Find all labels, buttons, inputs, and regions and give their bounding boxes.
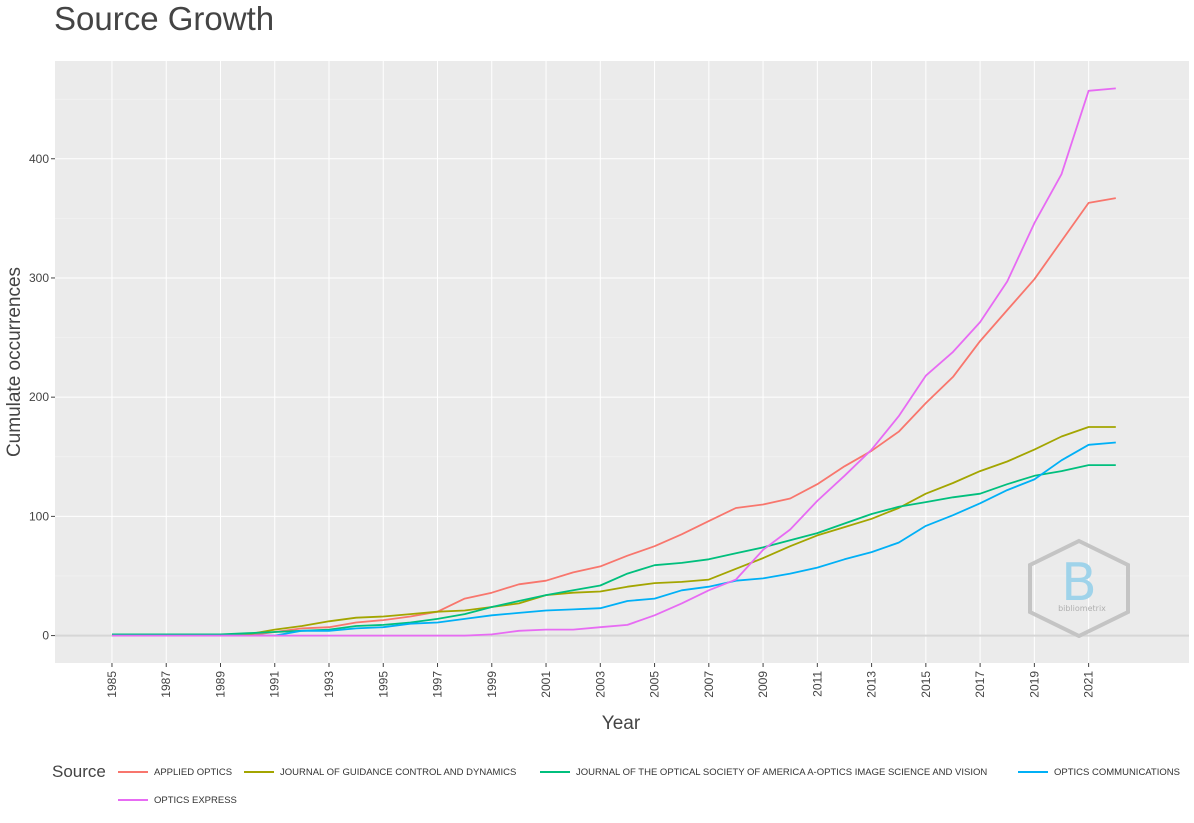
x-tick-label: 1995: [376, 671, 390, 698]
x-tick-label: 2019: [1027, 671, 1041, 698]
y-axis-ticks: 0 100 200 300 400: [29, 152, 55, 643]
series-lines: [112, 87, 1116, 637]
series-line-1: [112, 426, 1116, 637]
x-tick-label: 2003: [593, 671, 607, 698]
x-tick-label: 2005: [648, 671, 662, 698]
legend-swatch: [118, 771, 148, 773]
y-tick-label: 200: [29, 390, 49, 404]
legend-title: Source: [52, 762, 106, 781]
svg-text:B: B: [1061, 553, 1097, 613]
series-line-4: [112, 87, 1116, 637]
legend-label: OPTICS EXPRESS: [154, 794, 237, 806]
y-tick-label: 300: [29, 271, 49, 285]
legend-label: OPTICS COMMUNICATIONS: [1054, 766, 1180, 778]
x-tick-label: 2011: [810, 671, 824, 697]
x-tick-label: 1993: [322, 671, 336, 698]
legend-item-josa-a[interactable]: JOURNAL OF THE OPTICAL SOCIETY OF AMERIC…: [540, 762, 987, 782]
x-tick-label: 1987: [159, 671, 173, 698]
legend-item-applied-optics[interactable]: APPLIED OPTICS: [118, 762, 232, 782]
legend-item-optics-express[interactable]: OPTICS EXPRESS: [118, 790, 237, 810]
y-tick-label: 400: [29, 152, 49, 166]
y-tick-label: 100: [29, 509, 49, 523]
grid-major: [55, 61, 1189, 663]
plot-background: [55, 61, 1189, 663]
x-tick-label: 2017: [973, 671, 987, 698]
x-tick-label: 2001: [539, 671, 553, 698]
x-tick-label: 1985: [105, 671, 119, 698]
chart-title: Source Growth: [54, 0, 275, 37]
svg-text:bibliometrix: bibliometrix: [1058, 604, 1106, 613]
x-tick-label: 2013: [865, 671, 879, 698]
x-axis-ticks: 1985 1987 1989 1991 1993 1995 1997 1999 2001 2003…: [105, 663, 1096, 698]
legend-swatch: [540, 771, 570, 773]
x-axis-title: Year: [602, 713, 641, 734]
legend-swatch: [244, 771, 274, 773]
y-tick-label: 0: [42, 629, 49, 643]
x-tick-label: 1991: [268, 671, 282, 698]
legend-swatch: [118, 799, 148, 801]
legend-item-guidance-control[interactable]: JOURNAL OF GUIDANCE CONTROL AND DYNAMICS: [244, 762, 516, 782]
legend-label: APPLIED OPTICS: [154, 766, 233, 778]
legend-label: JOURNAL OF THE OPTICAL SOCIETY OF AMERIC…: [576, 766, 988, 778]
legend-item-optics-communications[interactable]: OPTICS COMMUNICATIONS: [1018, 762, 1180, 782]
x-tick-label: 2015: [919, 671, 933, 698]
x-tick-label: 2021: [1082, 671, 1096, 698]
y-axis-title: Cumulate occurrences: [4, 267, 25, 457]
x-tick-label: 1997: [431, 671, 445, 698]
legend-label: JOURNAL OF GUIDANCE CONTROL AND DYNAMICS: [280, 766, 517, 778]
bibliometrix-logo: B bibliometrix: [1026, 538, 1132, 639]
x-tick-label: 2007: [702, 671, 716, 698]
x-tick-label: 1989: [213, 671, 227, 698]
series-line-2: [112, 464, 1116, 636]
x-tick-label: 1999: [485, 671, 499, 698]
legend-swatch: [1018, 771, 1048, 773]
grid-minor: [55, 98, 1189, 577]
x-tick-label: 2009: [756, 671, 770, 698]
